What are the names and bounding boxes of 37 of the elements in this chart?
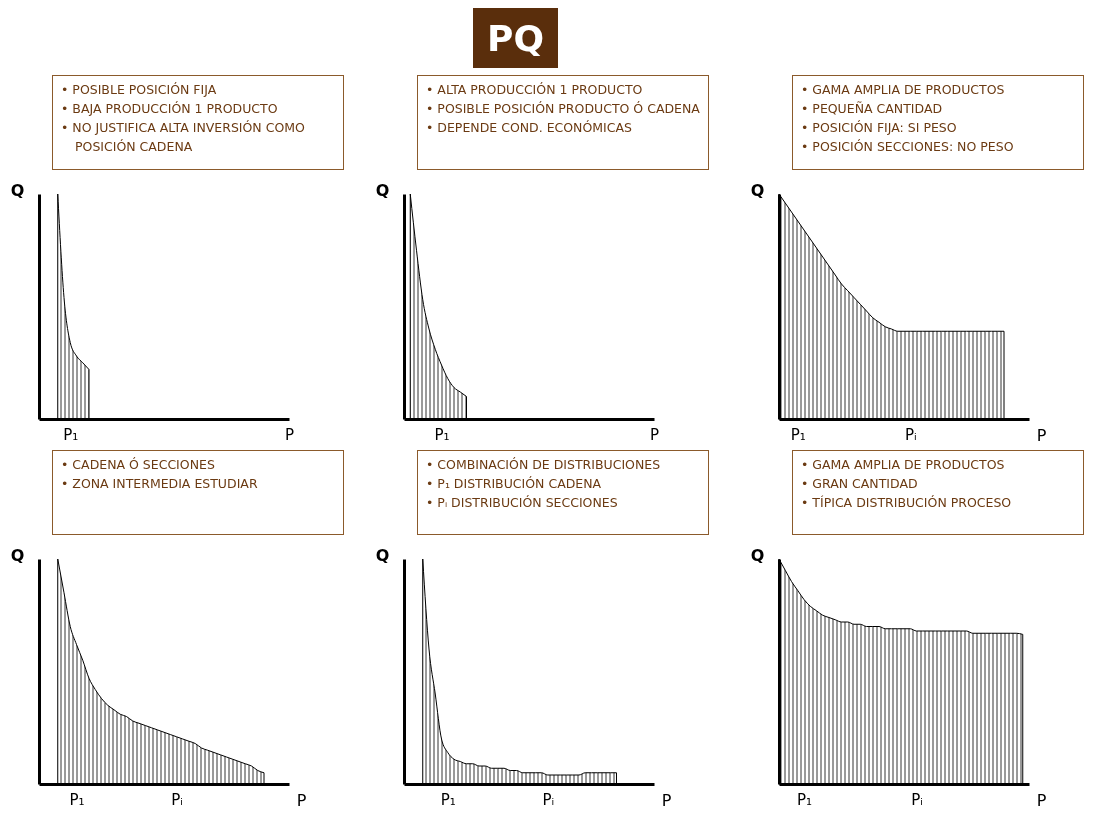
text: • CADENA Ó SECCIONES (61, 456, 216, 474)
text: • ZONA INTERMEDIA ESTUDIAR (61, 475, 259, 493)
x-tick-label: Pᵢ (542, 790, 555, 809)
x-tick-label: Pᵢ (904, 425, 917, 444)
text: • TÍPICA DISTRIBUCIÓN PROCESO (801, 494, 1013, 512)
x-tick-label: P₁ (69, 790, 85, 809)
x-tick-label: P₁ (790, 425, 806, 444)
text: • Pᵢ DISTRIBUCIÓN SECCIONES (426, 494, 619, 512)
text: • BAJA PRODUCCIÓN 1 PRODUCTO (61, 100, 279, 118)
text: • ALTA PRODUCCIÓN 1 PRODUCTO (426, 81, 644, 99)
x-tick-label: P (649, 425, 660, 444)
x-tick-label: P₁ (434, 425, 450, 444)
y-axis-title: Q (10, 545, 25, 565)
y-axis-title: Q (750, 180, 765, 200)
text: PQ (473, 8, 558, 68)
text: • POSIBLE POSICIÓN FIJA (61, 81, 218, 99)
x-tick-label: P (284, 425, 295, 444)
x-tick-label: Pᵢ (911, 790, 923, 809)
y-axis-title: Q (10, 180, 25, 200)
text: • POSICIÓN FIJA: SI PESO (801, 119, 958, 137)
text: • DEPENDE COND. ECONÓMICAS (426, 119, 633, 137)
text: • NO JUSTIFICA ALTA INVERSIÓN COMO POSICIÓN CADENA (61, 119, 306, 156)
text: • POSICIÓN SECCIONES: NO PESO (801, 138, 1015, 156)
text: • COMBINACIÓN DE DISTRIBUCIONES (426, 456, 662, 474)
text: • PEQUEÑA CANTIDAD (801, 100, 944, 118)
x-tick-label: P₁ (796, 790, 813, 809)
y-axis-title: Q (375, 180, 390, 200)
text: • GAMA AMPLIA DE PRODUCTOS (801, 81, 1006, 99)
text: • P₁ DISTRIBUCIÓN CADENA (426, 475, 603, 493)
x-tick-label: Pᵢ (171, 790, 183, 809)
text: • POSIBLE POSICIÓN PRODUCTO Ó CADENA (426, 100, 700, 118)
text: • GRAN CANTIDAD (801, 475, 919, 493)
x-tick-label: P₁ (63, 425, 79, 444)
text: • GAMA AMPLIA DE PRODUCTOS (801, 456, 1006, 474)
y-axis-title: Q (375, 545, 390, 565)
y-axis-title: Q (750, 545, 765, 565)
x-tick-label: P₁ (440, 790, 456, 809)
